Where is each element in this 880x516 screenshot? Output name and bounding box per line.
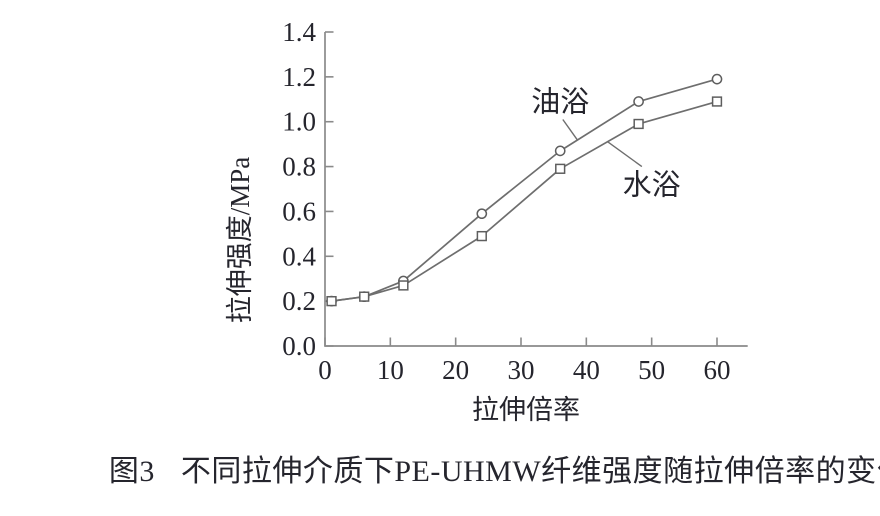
caption-figure-number: 图3 (108, 455, 155, 488)
x-axis-title: 拉伸倍率 (472, 395, 580, 425)
y-tick-label: 0.8 (282, 152, 316, 182)
x-tick-label: 30 (507, 355, 534, 385)
y-axis-title: 拉伸强度/MPa (225, 157, 255, 324)
y-tick-label: 0.0 (282, 331, 316, 361)
x-tick-label: 10 (377, 355, 404, 385)
data-point-square (326, 295, 337, 307)
figure-tensile-strength-vs-draw-ratio: 0.0 0.2 0.4 0.6 0.8 1.0 1.2 1.4 0 10 20 30 40 50 60 拉伸倍… (40, 16, 880, 500)
caption-text: 不同拉伸介质下PE-UHMW纤维强度随拉伸倍率的变化 (180, 455, 880, 488)
y-tick-label: 1.2 (282, 62, 316, 92)
data-point-circle (476, 208, 488, 220)
figure-caption: 图3 不同拉伸介质下PE-UHMW纤维强度随拉伸倍率的变化 (68, 446, 880, 490)
x-tick-label: 60 (703, 355, 730, 385)
x-tick-label: 40 (573, 355, 600, 385)
data-point-circle (711, 73, 723, 85)
y-tick-label: 1.0 (282, 107, 316, 137)
x-tick-label: 50 (638, 355, 665, 385)
data-point-square (359, 291, 370, 302)
data-point-square (711, 96, 723, 107)
x-tick-label: 20 (442, 355, 469, 385)
y-tick-label: 1.4 (282, 17, 316, 47)
series-annotation-label: 油浴 (531, 86, 589, 119)
y-tick-label: 0.6 (282, 196, 316, 226)
annotation-leader-line (607, 141, 643, 168)
line-chart-canvas: 0.0 0.2 0.4 0.6 0.8 1.0 1.2 1.4 0 10 20 30 40 50 60 拉伸倍… (225, 17, 748, 425)
data-point-circle (633, 96, 644, 107)
data-point-square (555, 163, 566, 174)
y-tick-label: 0.2 (282, 286, 316, 316)
data-point-square (476, 230, 487, 242)
data-point-square (633, 118, 644, 130)
annotation-leader-line (562, 119, 578, 141)
data-point-circle (554, 145, 566, 157)
series-annotation-label: 水浴 (623, 169, 681, 202)
data-point-square (398, 280, 409, 291)
x-tick-label: 0 (318, 355, 332, 385)
y-tick-label: 0.4 (282, 241, 316, 271)
